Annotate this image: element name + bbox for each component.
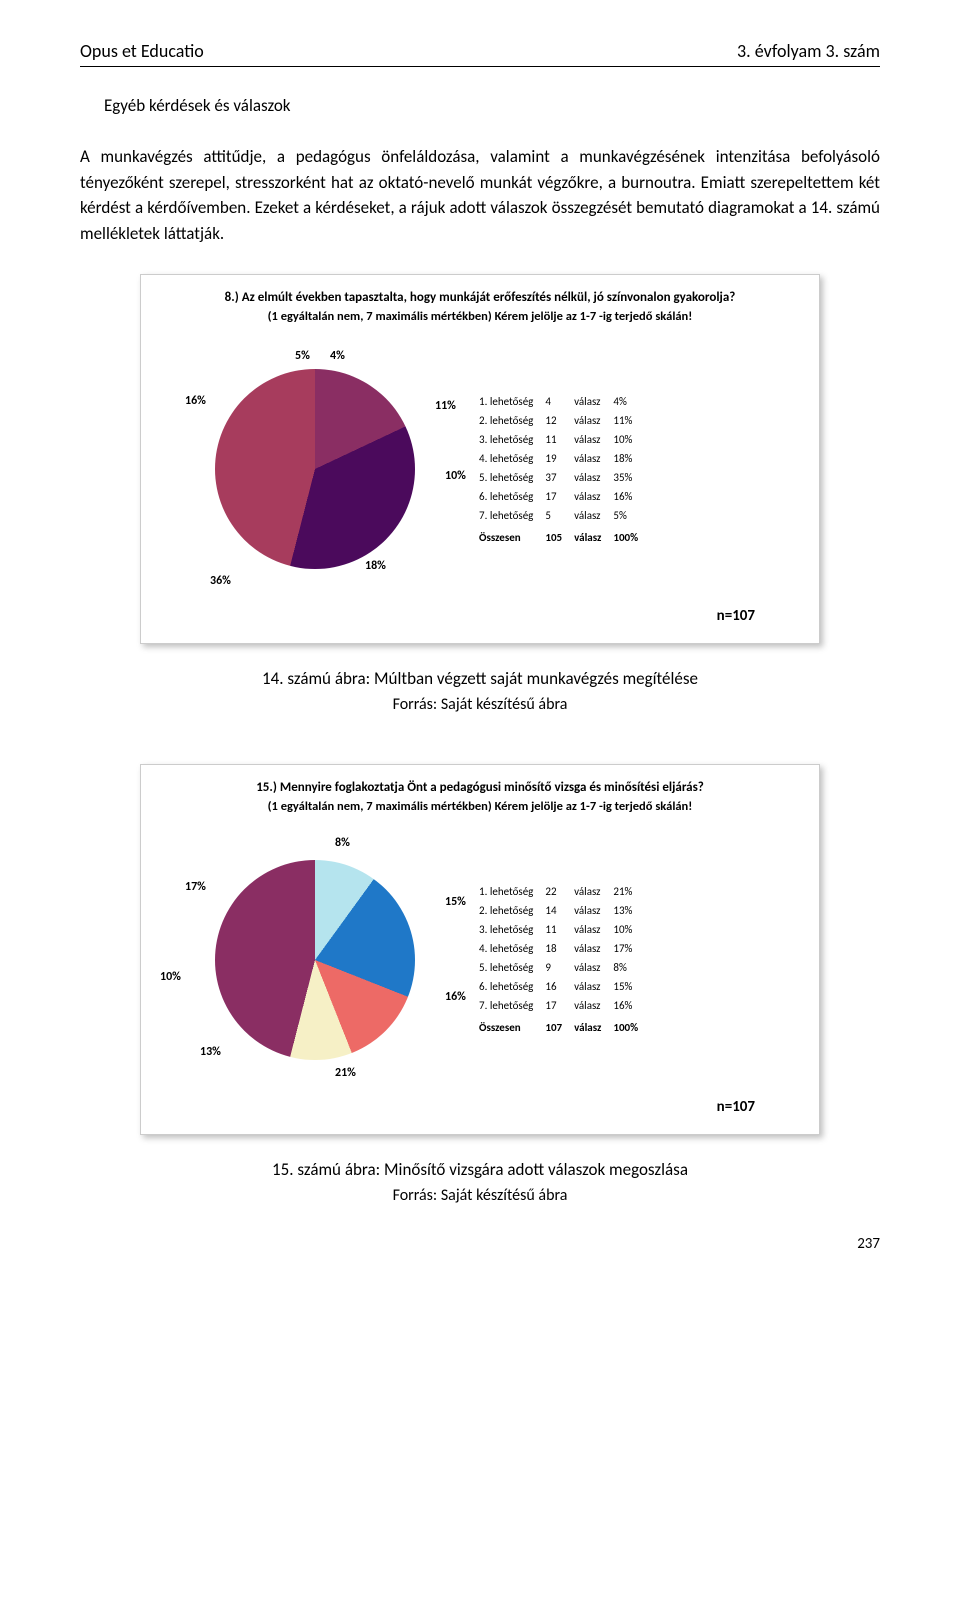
chart2-caption: 15. számú ábra: Minősítő vizsgára adott … (80, 1159, 880, 1180)
chart1-table: 1. lehetőség4válasz4%2. lehetőség12válas… (475, 392, 646, 547)
pie-pct-label: 10% (445, 469, 466, 483)
pie-pct-label: 21% (335, 1066, 356, 1080)
chart2-n: n=107 (155, 1098, 805, 1116)
page-number: 237 (80, 1235, 880, 1253)
body-paragraph: A munkavégzés attitűdje, a pedagógus önf… (80, 144, 880, 246)
table-row: 6. lehetőség16válasz15% (475, 977, 646, 996)
table-row: 7. lehetőség17válasz16% (475, 996, 646, 1015)
table-row: 4. lehetőség18válasz17% (475, 939, 646, 958)
table-row: 3. lehetőség11válasz10% (475, 920, 646, 939)
pie-pct-label: 8% (335, 836, 350, 850)
table-row: 5. lehetőség9válasz8% (475, 958, 646, 977)
chart1-subtitle: (1 egyáltalán nem, 7 maximális mértékben… (155, 309, 805, 326)
chart-card-1: 8.) Az elmúlt években tapasztalta, hogy … (140, 274, 820, 644)
table-total-row: Összesen105válasz100% (475, 525, 646, 547)
table-row: 7. lehetőség5válasz5% (475, 506, 646, 525)
chart2-table: 1. lehetőség22válasz21%2. lehetőség14vál… (475, 882, 646, 1037)
chart2-title: 15.) Mennyire foglakoztatja Önt a pedagó… (155, 779, 805, 797)
pie-pct-label: 17% (185, 880, 206, 894)
header-right: 3. évfolyam 3. szám (737, 40, 880, 62)
chart1-pie: 4% 11% 10% 18% 36% 16% 5% (155, 339, 475, 599)
table-row: 1. lehetőség4válasz4% (475, 392, 646, 411)
pie-pct-label: 5% (295, 349, 310, 363)
table-row: 1. lehetőség22válasz21% (475, 882, 646, 901)
pie-pct-label: 15% (445, 895, 466, 909)
chart2-subtitle: (1 egyáltalán nem, 7 maximális mértékben… (155, 799, 805, 816)
header-left: Opus et Educatio (80, 40, 204, 62)
table-row: 4. lehetőség19válasz18% (475, 449, 646, 468)
section-title: Egyéb kérdések és válaszok (80, 95, 880, 116)
pie-pct-label: 16% (445, 990, 466, 1004)
table-total-row: Összesen107válasz100% (475, 1015, 646, 1037)
pie-pct-label: 18% (365, 559, 386, 573)
header-rule (80, 66, 880, 67)
pie-pct-label: 4% (330, 349, 345, 363)
table-row: 3. lehetőség11válasz10% (475, 430, 646, 449)
pie-pct-label: 16% (185, 394, 206, 408)
table-row: 2. lehetőség14válasz13% (475, 901, 646, 920)
chart1-source: Forrás: Saját készítésű ábra (80, 695, 880, 714)
chart2-pie: 8% 15% 16% 21% 13% 10% 17% (155, 830, 475, 1090)
table-row: 5. lehetőség37válasz35% (475, 468, 646, 487)
pie-pct-label: 36% (210, 574, 231, 588)
chart2-source: Forrás: Saját készítésű ábra (80, 1186, 880, 1205)
chart1-n: n=107 (155, 607, 805, 625)
pie-pct-label: 13% (200, 1045, 221, 1059)
pie-pct-label: 10% (160, 970, 181, 984)
table-row: 6. lehetőség17válasz16% (475, 487, 646, 506)
chart-card-2: 15.) Mennyire foglakoztatja Önt a pedagó… (140, 764, 820, 1134)
pie-pct-label: 11% (435, 399, 456, 413)
table-row: 2. lehetőség12válasz11% (475, 411, 646, 430)
chart1-title: 8.) Az elmúlt években tapasztalta, hogy … (155, 289, 805, 307)
chart1-caption: 14. számú ábra: Múltban végzett saját mu… (80, 668, 880, 689)
